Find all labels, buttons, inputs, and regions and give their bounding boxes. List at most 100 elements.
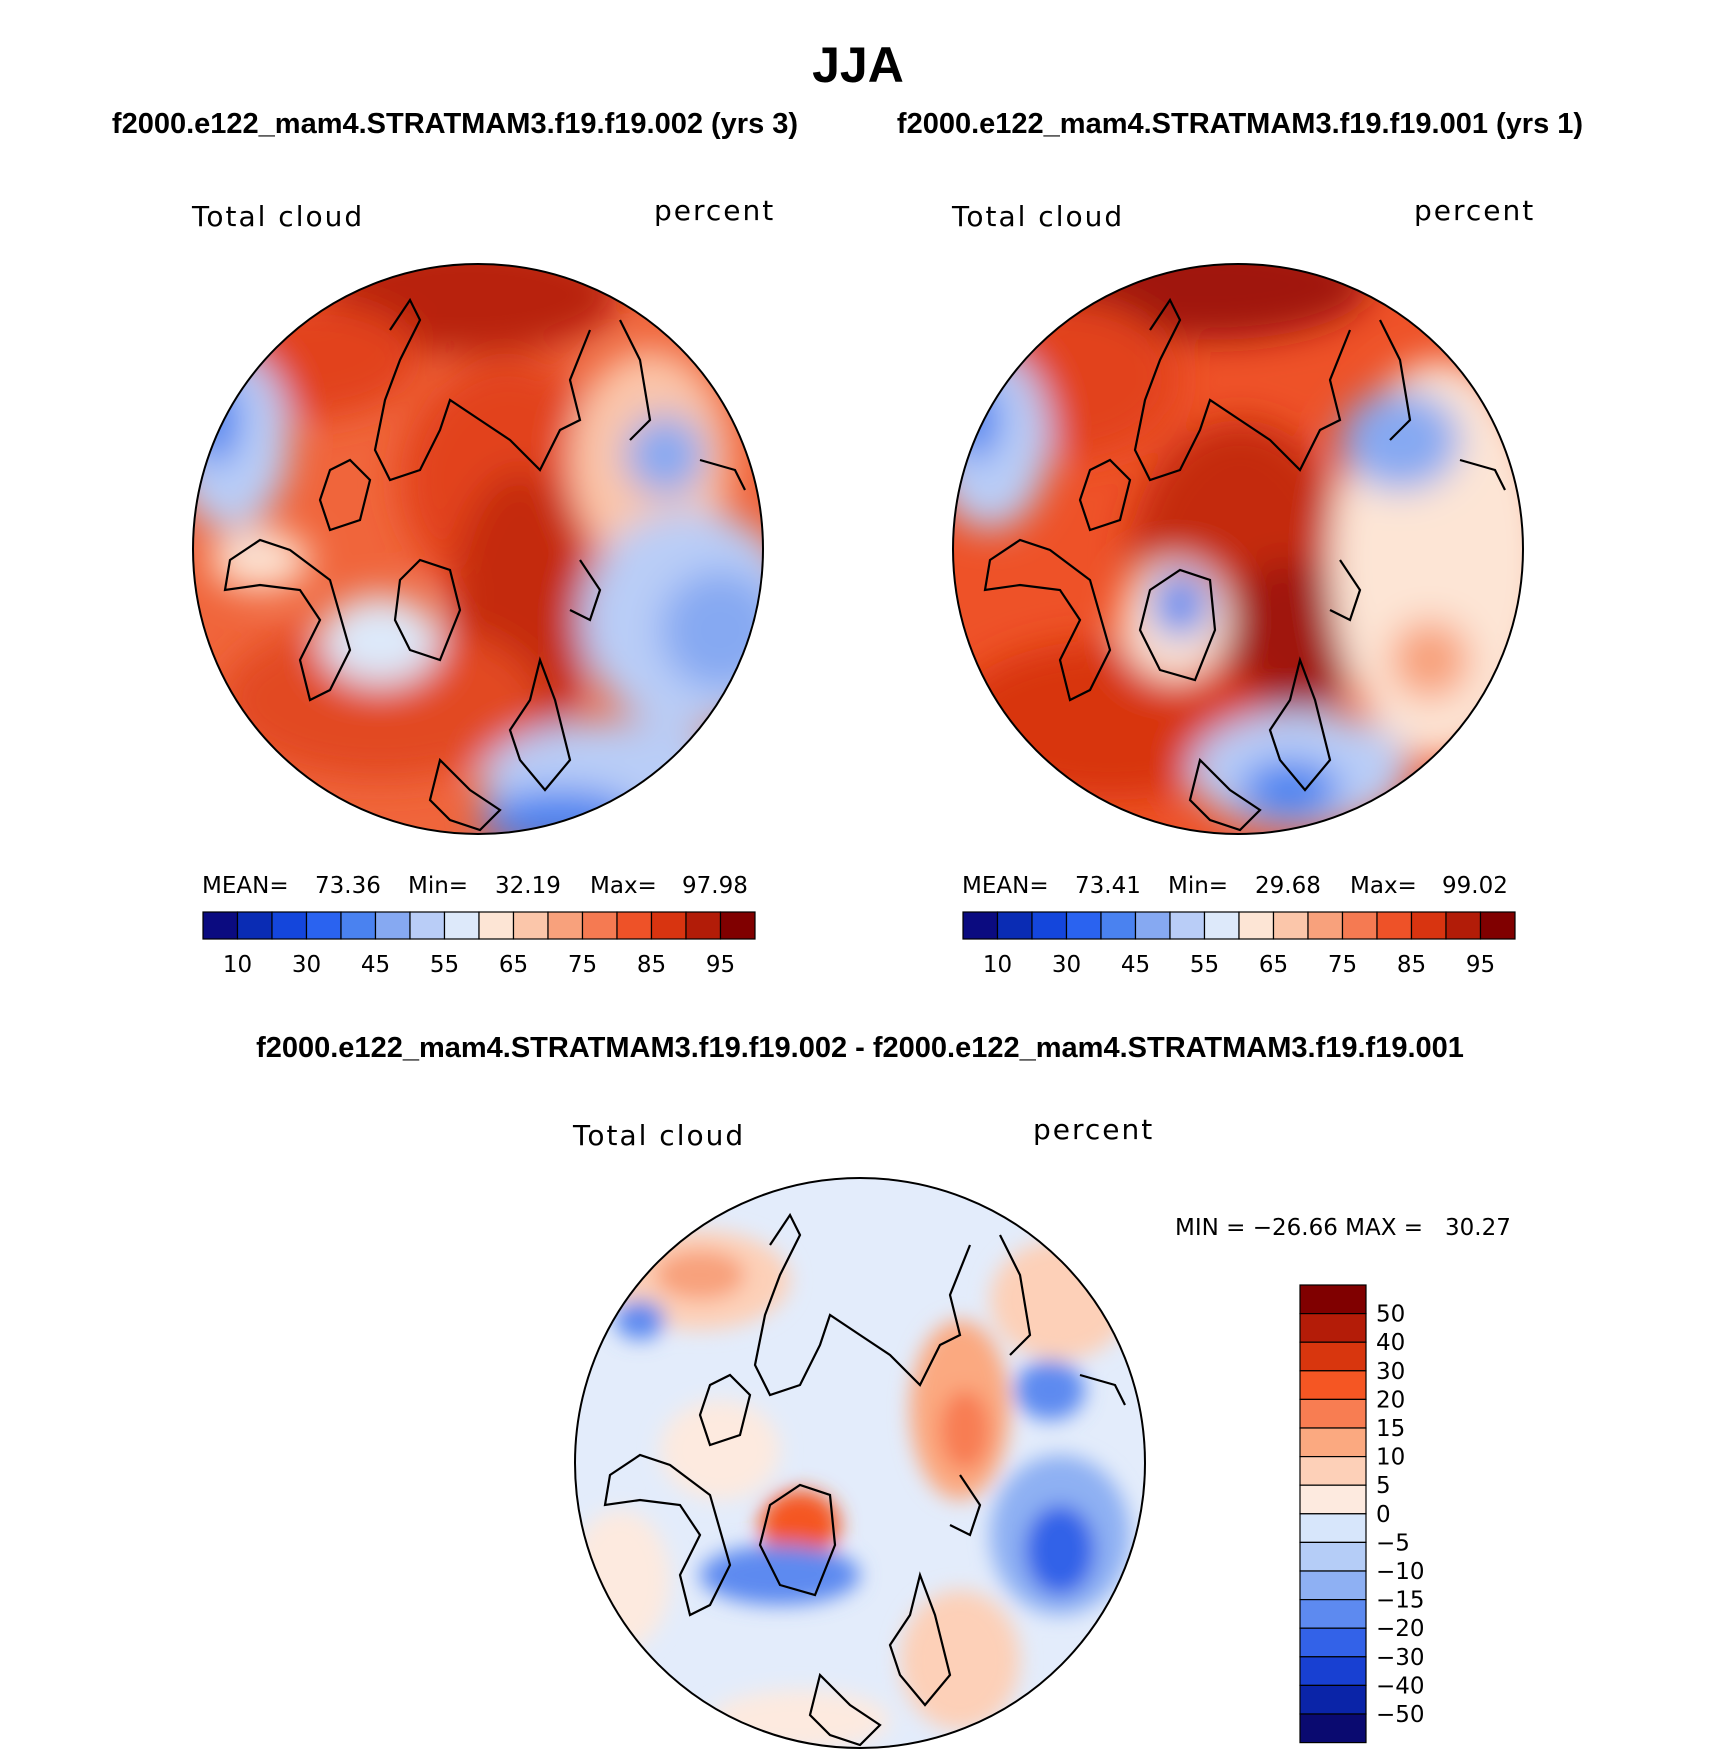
panel-b-colorbar-tick-label: 55 (1190, 952, 1219, 978)
panel-a-colorbar-swatch (236, 911, 273, 940)
diff-colorbar-tick-label: 30 (1376, 1359, 1405, 1385)
diff-colorbar-tick-label: 40 (1376, 1330, 1405, 1356)
diff-colorbar-swatch (1299, 1455, 1367, 1486)
panel-b-colorbar-swatch (1376, 911, 1413, 940)
diff-colorbar-swatch (1299, 1656, 1367, 1687)
panel-b-mean-label: MEAN= (962, 873, 1049, 899)
diff-colorbar-tick-label: −40 (1376, 1673, 1425, 1699)
panel-a-colorbar-swatch (547, 911, 584, 940)
panel-b-colorbar-tick-label: 10 (983, 952, 1012, 978)
diff-colorbar-tick-label: −5 (1376, 1530, 1410, 1556)
panel-a-colorbar-swatch (650, 911, 687, 940)
diff-colorbar-swatch (1299, 1312, 1367, 1343)
diff-colorbar-swatch (1299, 1541, 1367, 1572)
diff-subtitle: f2000.e122_mam4.STRATMAM3.f19.f19.002 - … (256, 1032, 1464, 1064)
panel-a-colorbar-swatch (305, 911, 342, 940)
diff-units-label: percent (1033, 1113, 1154, 1146)
panel-a-colorbar-swatch (340, 911, 377, 940)
diff-colorbar-tick-label: 0 (1376, 1502, 1391, 1528)
panel-a-coastlines (223, 297, 746, 832)
diff-colorbar-tick-label: 50 (1376, 1302, 1405, 1328)
panel-a-mean-value: 73.36 (315, 873, 381, 899)
panel-b-colorbar-tick-label: 65 (1259, 952, 1288, 978)
panel-b-colorbar-swatch (1169, 911, 1206, 940)
diff-colorbar-swatch (1299, 1627, 1367, 1658)
diff-colorbar-tick-label: −50 (1376, 1702, 1425, 1728)
panel-a-colorbar-swatch (202, 911, 239, 940)
panel-a-colorbar-swatch (685, 911, 722, 940)
panel-a-variable-label: Total cloud (191, 200, 364, 233)
panel-a-colorbar-tick-label: 65 (499, 952, 528, 978)
diff-colorbar-tick-label: −20 (1376, 1616, 1425, 1642)
panel-b-colorbar-tick-label: 95 (1466, 952, 1495, 978)
panel-a-colorbar-tick-label: 45 (361, 952, 390, 978)
panel-b-colorbar-swatch (1307, 911, 1344, 940)
diff-map-boundary (574, 1177, 1146, 1749)
diff-colorbar-swatch (1299, 1513, 1367, 1544)
panel-a-map-boundary (192, 263, 764, 835)
panel-a-colorbar-swatch (616, 911, 653, 940)
panel-b-colorbar-swatch (1341, 911, 1378, 940)
diff-colorbar-swatch (1299, 1598, 1367, 1629)
panel-b-colorbar-tick-label: 30 (1052, 952, 1081, 978)
panel-b-colorbar-swatch (996, 911, 1033, 940)
panel-a-max-value: 97.98 (682, 873, 748, 899)
diff-colorbar-tick-label: 20 (1376, 1387, 1405, 1413)
diff-colorbar-tick-label: 5 (1376, 1473, 1391, 1499)
panel-difference: Total cloud percent MIN = −26.66 MAX = 3… (572, 1113, 1511, 1749)
panel-b-colorbar-swatch (1203, 911, 1240, 940)
diff-colorbar-tick-label: 10 (1376, 1445, 1405, 1471)
panel-b-colorbar-swatch (1410, 911, 1447, 940)
panel-b-subtitle: f2000.e122_mam4.STRATMAM3.f19.f19.001 (y… (897, 108, 1583, 140)
panel-control: Total cloud percent (951, 194, 1535, 978)
panel-b-colorbar-tick-label: 45 (1121, 952, 1150, 978)
panel-b-colorbar-swatch (1238, 911, 1275, 940)
diff-colorbar-swatch (1299, 1427, 1367, 1458)
panel-a-min-value: 32.19 (495, 873, 561, 899)
panel-b-colorbar-tick-label: 85 (1397, 952, 1426, 978)
diff-colorbar-tick-label: −30 (1376, 1645, 1425, 1671)
diff-variable-label: Total cloud (572, 1119, 745, 1152)
panel-b-mean-value: 73.41 (1075, 873, 1141, 899)
panel-b-colorbar-swatch (1272, 911, 1309, 940)
panel-a-colorbar-tick-label: 30 (292, 952, 321, 978)
panel-b-map-boundary (952, 263, 1524, 835)
panel-a-colorbar-swatch (478, 911, 515, 940)
diff-colorbar-swatch (1299, 1484, 1367, 1515)
panel-b-coastlines (983, 297, 1506, 832)
panel-b-colorbar-swatch (962, 911, 999, 940)
panel-a-colorbar-swatch (719, 911, 756, 940)
panel-a-colorbar-tick-label: 85 (637, 952, 666, 978)
panel-b-units-label: percent (1414, 194, 1535, 227)
panel-b-colorbar-swatch (1134, 911, 1171, 940)
panel-a-colorbar-tick-label: 10 (223, 952, 252, 978)
panel-b-colorbar-tick-label: 75 (1328, 952, 1357, 978)
diff-colorbar-tick-label: −15 (1376, 1588, 1425, 1614)
diff-map-field (575, 1178, 1145, 1748)
panel-a-colorbar-tick-label: 75 (568, 952, 597, 978)
panel-b-min-label: Min= (1168, 873, 1228, 899)
panel-a-max-label: Max= (590, 873, 657, 899)
panel-a-colorbar: 10 30 45 55 65 75 85 95 (202, 911, 756, 978)
diff-colorbar-tick-label: −10 (1376, 1559, 1425, 1585)
panel-a-mean-label: MEAN= (202, 873, 289, 899)
figure-title: JJA (812, 37, 904, 93)
panel-b-variable-label: Total cloud (951, 200, 1124, 233)
diff-colorbar-swatch (1299, 1284, 1367, 1315)
diff-colorbar-swatch (1299, 1570, 1367, 1601)
panel-b-max-label: Max= (1350, 873, 1417, 899)
panel-b-colorbar-swatch (1031, 911, 1068, 940)
panel-a-colorbar-swatch (271, 911, 308, 940)
panel-b-colorbar-swatch (1065, 911, 1102, 940)
diff-coastlines (603, 1212, 1126, 1747)
diff-colorbar-tick-label: 15 (1376, 1416, 1405, 1442)
panel-a-units-label: percent (654, 194, 775, 227)
diff-colorbar-swatch (1299, 1398, 1367, 1429)
diff-colorbar-swatch (1299, 1713, 1367, 1744)
panel-a-subtitle: f2000.e122_mam4.STRATMAM3.f19.f19.002 (y… (112, 108, 798, 140)
panel-b-colorbar-swatch (1100, 911, 1137, 940)
panel-a-colorbar-swatch (512, 911, 549, 940)
panel-b-map-field (953, 264, 1523, 834)
